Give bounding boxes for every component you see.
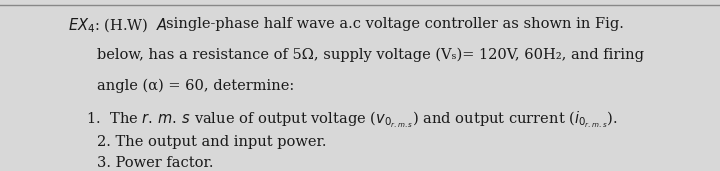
Text: single-phase half wave a.c voltage controller as shown in Fig.: single-phase half wave a.c voltage contr… xyxy=(166,17,624,31)
Text: $\mathit{EX}_4$: (H.W): $\mathit{EX}_4$: (H.W) xyxy=(68,17,150,36)
Text: 1.  The $r.\,m.\,s$ value of output voltage ($v_{0_{r.m.s}}$) and output current: 1. The $r.\,m.\,s$ value of output volta… xyxy=(86,109,618,130)
Text: angle (α) = 60, determine:: angle (α) = 60, determine: xyxy=(97,79,294,93)
Text: below, has a resistance of 5Ω, supply voltage (Vₛ)= 120V, 60H₂, and firing: below, has a resistance of 5Ω, supply vo… xyxy=(97,48,644,62)
Text: $\mathit{A}$: $\mathit{A}$ xyxy=(156,17,168,33)
Text: 2. The output and input power.: 2. The output and input power. xyxy=(97,135,327,149)
Text: 3. Power factor.: 3. Power factor. xyxy=(97,156,214,170)
